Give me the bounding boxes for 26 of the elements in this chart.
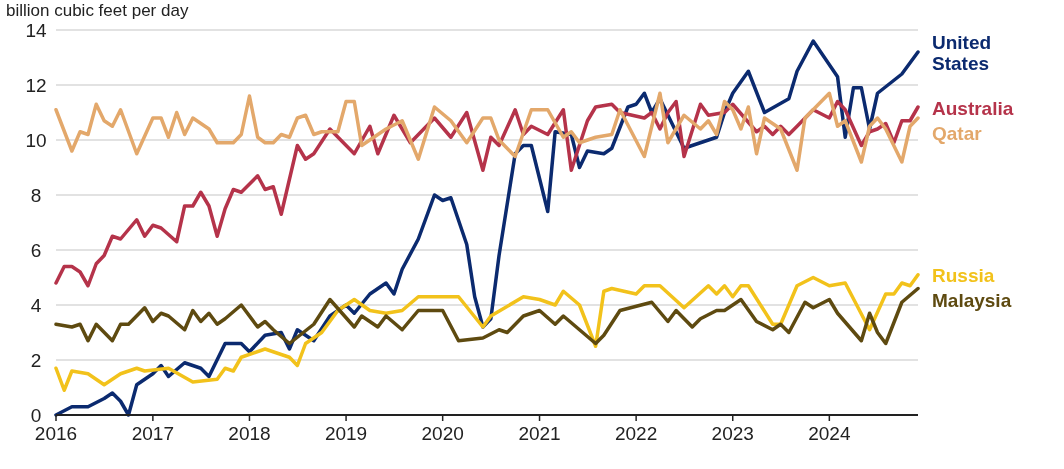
y-tick-label: 12 xyxy=(25,74,47,96)
x-tick-label: 2021 xyxy=(518,423,561,444)
x-tick-label: 2016 xyxy=(34,423,78,444)
y-tick-label: 4 xyxy=(30,294,42,316)
y-tick-label: 10 xyxy=(25,129,47,151)
series-label: Qatar xyxy=(932,122,983,144)
x-tick-label: 2017 xyxy=(131,423,175,444)
line-series xyxy=(54,286,920,346)
y-tick-label: 0 xyxy=(30,404,42,426)
x-tick-label: 2022 xyxy=(615,423,658,444)
x-tick-label: 2023 xyxy=(711,423,754,444)
y-tick-label: 2 xyxy=(30,349,42,371)
y-axis-title: billion cubic feet per day xyxy=(6,1,189,20)
x-tick-label: 2024 xyxy=(808,423,851,444)
x-tick-label: 2020 xyxy=(421,423,464,444)
series-label: United States xyxy=(932,32,992,75)
line-series xyxy=(54,91,920,172)
series-label: Russia xyxy=(932,265,995,287)
series-label: Australia xyxy=(932,97,1014,119)
y-tick-label: 14 xyxy=(25,19,47,41)
line-series xyxy=(54,273,920,392)
x-tick-label: 2019 xyxy=(324,423,368,444)
y-tick-label: 6 xyxy=(30,239,42,261)
x-tick-label: 2018 xyxy=(228,423,271,444)
series-label: Malaysia xyxy=(932,290,1012,312)
y-tick-label: 8 xyxy=(30,184,42,206)
